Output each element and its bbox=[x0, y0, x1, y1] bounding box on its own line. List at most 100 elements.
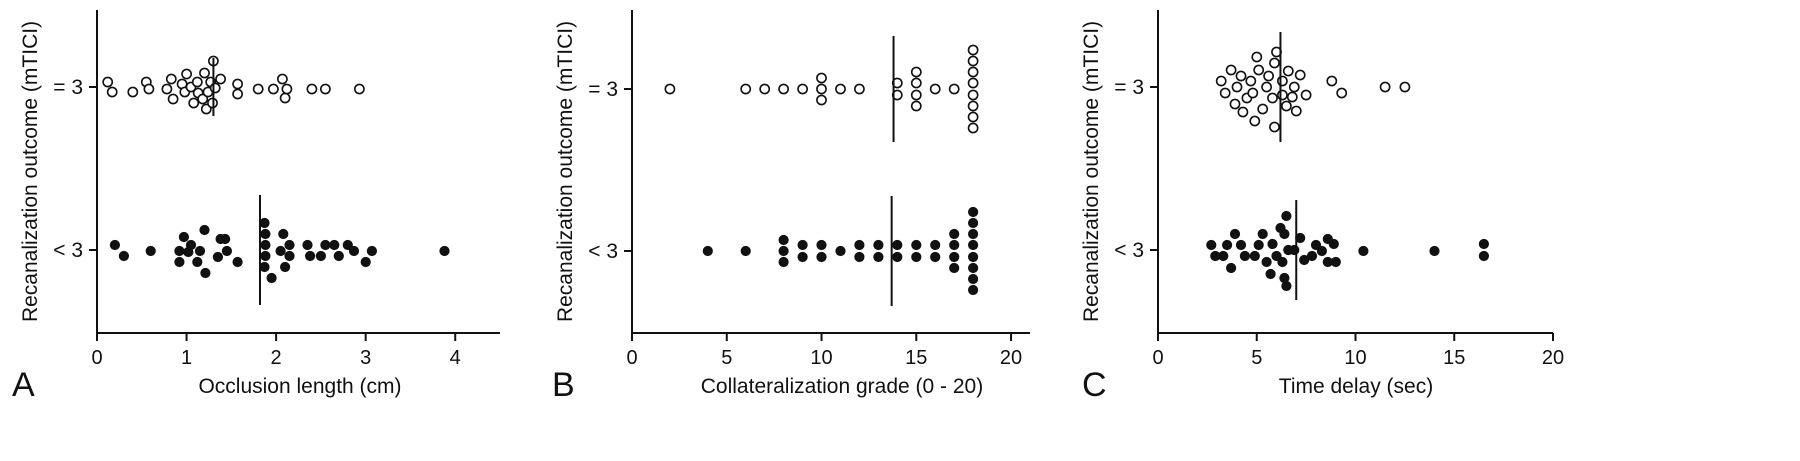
panel-c-point-open bbox=[1261, 81, 1272, 93]
panel-c-point-open bbox=[1251, 51, 1263, 63]
panel-a-point-filled bbox=[280, 261, 291, 273]
panel-c-point-open bbox=[1399, 81, 1411, 93]
panel-c-point-open bbox=[1269, 121, 1280, 133]
panel-b-point-open bbox=[910, 100, 922, 112]
panel-b-x-tick-label: 15 bbox=[905, 347, 927, 369]
panel-b-point-filled bbox=[930, 239, 941, 251]
panel-b-point-filled bbox=[816, 251, 827, 263]
panel-a-point-open bbox=[252, 83, 264, 95]
panel-b-point-filled bbox=[968, 228, 979, 240]
panel-b-point-filled bbox=[949, 228, 960, 240]
panel-b-x-tick-label: 5 bbox=[721, 347, 732, 369]
panel-a-point-open bbox=[232, 88, 243, 100]
panel-a-point-filled bbox=[185, 239, 197, 251]
panel-b-point-filled bbox=[911, 251, 922, 263]
panel-a-point-filled bbox=[194, 245, 206, 257]
panel-a-point-open bbox=[161, 83, 173, 95]
panel-b-point-open bbox=[740, 83, 752, 95]
panel-a-point-open bbox=[167, 93, 179, 105]
panel-c-point-open bbox=[1269, 57, 1280, 69]
panel-c-point-filled bbox=[1218, 250, 1229, 262]
panel-c-point-filled bbox=[1429, 245, 1440, 257]
panel-b-point-open bbox=[929, 83, 941, 95]
panel-a-point-filled bbox=[199, 224, 210, 236]
panel-c-point-filled bbox=[1478, 250, 1490, 262]
panel-c-x-tick-label: 0 bbox=[1152, 347, 1163, 369]
panel-b-point-filled bbox=[968, 273, 979, 285]
panel-c-point-open bbox=[1253, 64, 1265, 76]
panel-b-point-filled bbox=[968, 217, 979, 229]
panel-b-point-filled bbox=[949, 239, 960, 251]
panel-b-x-tick-label: 0 bbox=[626, 347, 637, 369]
panel-c-point-filled bbox=[1257, 228, 1268, 240]
panel-a-letter: A bbox=[12, 366, 35, 404]
panel-b-point-open bbox=[967, 89, 979, 101]
panel-b-point-open bbox=[967, 55, 979, 67]
panel-a-point-filled bbox=[278, 228, 289, 240]
panel-b-point-open bbox=[778, 83, 789, 95]
panel-c-point-filled bbox=[1281, 280, 1292, 292]
panel-c-point-filled bbox=[1271, 250, 1282, 262]
panel-a-point-filled bbox=[212, 251, 223, 263]
panel-c-point-filled bbox=[1316, 245, 1328, 257]
panel-a-point-open bbox=[191, 76, 203, 88]
panel-c-point-filled bbox=[1226, 262, 1237, 274]
panel-b-point-filled bbox=[702, 245, 713, 257]
panel-c-point-filled bbox=[1478, 238, 1490, 250]
panel-a-point-open bbox=[102, 76, 114, 88]
panel-a-point-filled bbox=[232, 256, 243, 268]
panel-a-point-filled bbox=[118, 250, 130, 262]
panel-b-point-filled bbox=[816, 239, 827, 251]
panel-c-x-tick-label: 20 bbox=[1542, 347, 1564, 369]
panel-a-point-open bbox=[181, 68, 192, 80]
panel-b-point-open bbox=[816, 72, 827, 84]
panel-a-point-open bbox=[306, 83, 318, 95]
panel-b-point-filled bbox=[911, 239, 922, 251]
panel-b-point-filled bbox=[778, 234, 789, 246]
panel-a-point-filled bbox=[200, 267, 211, 279]
panel-a-point-filled bbox=[329, 239, 340, 251]
panel-a-point-open bbox=[215, 73, 226, 85]
panel-a-category-label: < 3 bbox=[53, 239, 83, 262]
panel-a-point-filled bbox=[259, 217, 270, 229]
panel-b-point-open bbox=[759, 83, 771, 95]
panel-c-point-filled bbox=[1358, 245, 1369, 257]
panel-c-point-open bbox=[1231, 81, 1243, 93]
panel-c-point-filled bbox=[1253, 239, 1264, 251]
panel-c-point-filled bbox=[1261, 256, 1272, 268]
panel-b-point-open bbox=[910, 77, 922, 89]
panel-a-point-open bbox=[199, 67, 210, 79]
panel-a-point-filled bbox=[221, 245, 232, 257]
panel-b-y-axis-title: Recanalization outcome (mTICI) bbox=[554, 21, 577, 322]
panel-c-letter: C bbox=[1082, 366, 1107, 404]
panel-c-point-open bbox=[1219, 87, 1231, 99]
panel-a-point-filled bbox=[174, 256, 185, 268]
panel-b-point-filled bbox=[892, 251, 903, 263]
panel-c-point-filled bbox=[1267, 238, 1278, 250]
panel-a-point-open bbox=[267, 83, 279, 95]
panel-c-point-filled bbox=[1279, 228, 1290, 240]
panel-a-point-filled bbox=[333, 250, 344, 262]
panel-a-point-filled bbox=[348, 245, 360, 257]
panel-c-point-filled bbox=[1306, 250, 1318, 262]
panel-a-point-open bbox=[279, 92, 291, 104]
panel-c-point-open bbox=[1379, 81, 1391, 93]
panel-b-point-filled bbox=[835, 245, 846, 257]
panel-a-point-filled bbox=[284, 239, 295, 251]
panel-c-point-open bbox=[1267, 92, 1278, 104]
panel-c-x-tick-label: 5 bbox=[1251, 347, 1262, 369]
panel-c-point-open bbox=[1215, 75, 1227, 87]
panel-c-point-open bbox=[1249, 115, 1261, 127]
panel-b-point-filled bbox=[949, 251, 960, 263]
panel-b-point-filled bbox=[949, 262, 960, 274]
panel-b-x-axis-title: Collateralization grade (0 - 20) bbox=[701, 375, 983, 398]
panel-a-point-filled bbox=[439, 245, 450, 257]
panel-c-point-open bbox=[1294, 69, 1306, 81]
panel-a-point-filled bbox=[342, 239, 353, 251]
panel-b-point-filled bbox=[778, 256, 789, 268]
panel-c-point-open bbox=[1229, 98, 1241, 110]
panel-b-point-open bbox=[835, 83, 846, 95]
panel-b-point-open bbox=[664, 83, 676, 95]
panel-a-x-tick-label: 0 bbox=[91, 347, 102, 369]
